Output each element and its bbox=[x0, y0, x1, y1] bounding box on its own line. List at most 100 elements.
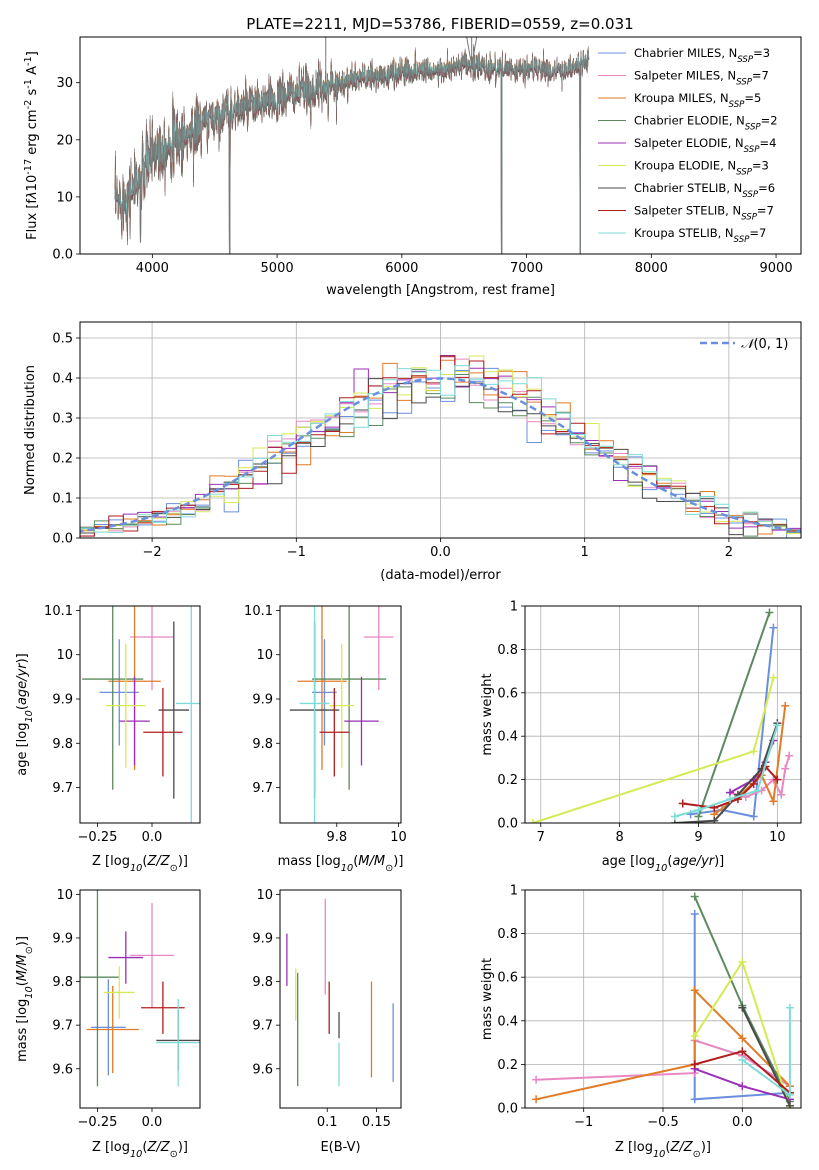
plot-area bbox=[80, 890, 200, 1087]
y-tick-label: 9.7 bbox=[252, 781, 273, 796]
y-tick-label: 0.8 bbox=[497, 643, 518, 658]
x-axis-label: Z [log10(Z/Z⊙)] bbox=[615, 1140, 711, 1160]
y-tick-label: 0.6 bbox=[497, 686, 518, 701]
y-tick-label: 0.1 bbox=[52, 492, 73, 507]
weight-marker-salpeter-stelib bbox=[678, 799, 687, 808]
x-tick-label: 6000 bbox=[385, 261, 418, 276]
y-tick-label: 9.6 bbox=[252, 1062, 273, 1077]
y-axis-label: Flux [fλ10-17 erg cm-2 s-1 A-1] bbox=[23, 51, 41, 240]
x-tick-label: 7 bbox=[537, 830, 545, 845]
weight-line-chabrier-elodie bbox=[697, 612, 771, 817]
weight-marker-kroupa-stelib bbox=[773, 721, 782, 730]
axes-frame bbox=[79, 36, 802, 255]
x-axis-label: wavelength [Angstrom, rest frame] bbox=[326, 283, 555, 298]
y-tick-label: 0.5 bbox=[52, 332, 73, 347]
weight-marker-kroupa-stelib bbox=[785, 1090, 794, 1099]
axes-frame bbox=[279, 889, 402, 1109]
weight-marker-kroupa-miles bbox=[690, 986, 699, 995]
y-tick-label: 0.4 bbox=[52, 372, 73, 387]
y-tick-label: 9.8 bbox=[52, 737, 73, 752]
x-tick-label: 10 bbox=[390, 830, 407, 845]
axes-frame bbox=[79, 321, 802, 539]
weight-marker-kroupa-elodie bbox=[738, 957, 747, 966]
x-tick-label: −0.5 bbox=[647, 1115, 679, 1130]
age-vs-metallicity-panel: −0.25 0.0 9.7 9.8 9.9 10 10.1 Z [log10(Z/Z⊙)] ag… bbox=[15, 604, 201, 874]
weight-marker-chabrier-elodie bbox=[690, 892, 699, 901]
y-tick-label: 9.9 bbox=[52, 693, 73, 708]
weight-marker-chabrier-miles bbox=[690, 1095, 699, 1104]
weight-marker-salpeter-stelib bbox=[690, 1060, 699, 1069]
plot-area bbox=[82, 606, 200, 823]
weight-marker-kroupa-elodie bbox=[528, 819, 537, 823]
x-tick-label: −0.25 bbox=[78, 830, 118, 845]
x-tick-label: 7000 bbox=[510, 261, 543, 276]
y-tick-label: 10.1 bbox=[244, 604, 273, 619]
weight-marker-chabrier-stelib bbox=[710, 816, 719, 823]
weight-marker-chabrier-miles bbox=[690, 909, 699, 918]
plot-area bbox=[114, 37, 590, 254]
x-tick-label: 1 bbox=[581, 545, 589, 560]
age-vs-mass-panel: 9.8 10 9.7 9.8 9.9 10 10.1 mass [log10(M/M⊙)] bbox=[244, 604, 407, 874]
y-tick-label: 1 bbox=[510, 600, 518, 615]
weight-line-chabrier-miles bbox=[690, 627, 775, 818]
y-tick-label: 10 bbox=[256, 888, 273, 903]
x-tick-label: 8000 bbox=[635, 261, 668, 276]
weight-marker-chabrier-stelib bbox=[785, 1101, 794, 1108]
y-tick-label: 0.0 bbox=[52, 248, 73, 263]
histogram-kroupa-stelib bbox=[80, 365, 801, 536]
weight-marker-chabrier-stelib bbox=[738, 1003, 747, 1012]
weight-marker-kroupa-stelib bbox=[670, 812, 679, 821]
y-tick-label: 9.9 bbox=[252, 693, 273, 708]
figure-title: PLATE=2211, MJD=53786, FIBERID=0559, z=0… bbox=[246, 15, 633, 33]
weight-marker-salpeter-miles bbox=[532, 1075, 541, 1084]
y-tick-label: 0.0 bbox=[497, 817, 518, 832]
weight-marker-salpeter-miles bbox=[781, 764, 790, 773]
plot-area bbox=[80, 355, 801, 538]
y-tick-label: 0.0 bbox=[52, 532, 73, 547]
weight-marker-chabrier-elodie bbox=[765, 608, 774, 617]
x-tick-label: 8 bbox=[615, 830, 623, 845]
y-axis-label: Normed distribution bbox=[23, 365, 38, 495]
y-tick-label: 0.2 bbox=[497, 773, 518, 788]
x-tick-label: 0.0 bbox=[732, 1115, 753, 1130]
plot-area bbox=[286, 898, 394, 1087]
x-tick-label: 2 bbox=[725, 545, 733, 560]
legend-label-normal: 𝒩(0, 1) bbox=[741, 337, 788, 352]
y-tick-label: 20 bbox=[56, 133, 73, 148]
weight-marker-salpeter-stelib bbox=[749, 779, 758, 788]
weight-marker-salpeter-stelib bbox=[773, 775, 782, 784]
axes-frame bbox=[524, 605, 802, 824]
y-tick-label: 9.8 bbox=[252, 737, 273, 752]
x-axis-label: mass [log10(M/M⊙)] bbox=[278, 854, 404, 874]
x-tick-label: 9 bbox=[694, 830, 702, 845]
x-tick-label: 0.0 bbox=[142, 1115, 163, 1130]
residuals-panel: −2 −1 0.0 1 2 0.0 0.1 0.2 0.3 0.4 0.5 (data-model)/… bbox=[23, 321, 802, 583]
y-tick-label: 9.7 bbox=[52, 1019, 73, 1034]
weight-marker-kroupa-elodie bbox=[690, 1032, 699, 1041]
weight-marker-kroupa-miles bbox=[738, 1034, 747, 1043]
weight-marker-salpeter-miles bbox=[785, 751, 794, 760]
weight-marker-kroupa-stelib bbox=[694, 805, 703, 814]
x-tick-label: 0.0 bbox=[142, 830, 163, 845]
y-tick-label: 9.9 bbox=[252, 931, 273, 946]
y-tick-label: 30 bbox=[56, 76, 73, 91]
axes-frame bbox=[279, 605, 402, 824]
weight-marker-kroupa-stelib bbox=[753, 786, 762, 795]
x-tick-label: 5000 bbox=[261, 261, 294, 276]
y-axis-label: mass [log10(M/M⊙)] bbox=[15, 936, 35, 1062]
plot-area bbox=[528, 608, 794, 823]
y-tick-label: 10 bbox=[256, 648, 273, 663]
x-axis-label: E(B-V) bbox=[320, 1140, 360, 1155]
weight-marker-salpeter-stelib bbox=[738, 1047, 747, 1056]
weight-marker-kroupa-miles bbox=[532, 1095, 541, 1104]
y-axis-label: mass weight bbox=[480, 958, 495, 1040]
y-tick-label: 10 bbox=[56, 648, 73, 663]
y-tick-label: 0.8 bbox=[497, 927, 518, 942]
y-tick-label: 0.4 bbox=[497, 1014, 518, 1029]
y-tick-label: 9.9 bbox=[52, 931, 73, 946]
plot-area bbox=[289, 606, 394, 823]
y-tick-label: 9.7 bbox=[52, 781, 73, 796]
weight-marker-kroupa-miles bbox=[781, 701, 790, 710]
mass-vs-ebv-panel: 0.1 0.15 9.6 9.7 9.8 9.9 10 E(B-V) bbox=[252, 888, 402, 1155]
